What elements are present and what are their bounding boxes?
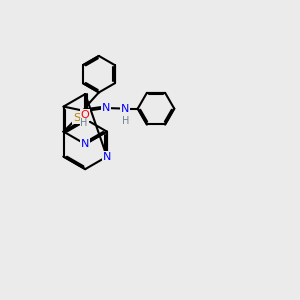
Text: O: O xyxy=(81,110,90,120)
Text: H: H xyxy=(80,118,88,128)
Text: N: N xyxy=(102,103,110,113)
Text: N: N xyxy=(81,139,89,149)
Text: S: S xyxy=(73,113,80,123)
Text: N: N xyxy=(103,152,111,162)
Text: N: N xyxy=(121,103,129,114)
Text: H: H xyxy=(122,116,129,126)
